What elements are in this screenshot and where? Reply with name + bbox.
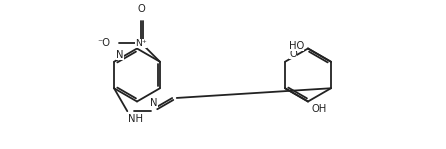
Text: O: O: [137, 4, 145, 14]
Text: N: N: [150, 98, 157, 108]
Text: ⁻O: ⁻O: [98, 38, 111, 48]
Text: HO: HO: [289, 42, 304, 52]
Text: O: O: [289, 49, 297, 59]
Text: OH: OH: [312, 104, 327, 114]
Text: N: N: [116, 50, 124, 60]
Text: N⁺: N⁺: [135, 38, 147, 48]
Text: NH: NH: [128, 114, 143, 124]
